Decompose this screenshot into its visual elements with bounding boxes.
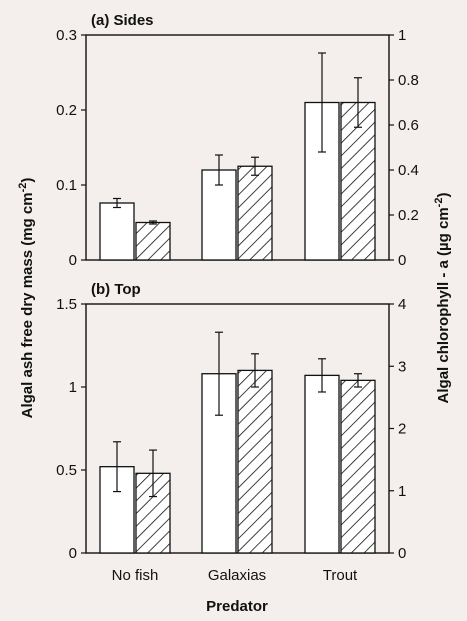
y2-tick-label-a-0: 0 <box>398 252 406 269</box>
panel-a-title: (a) Sides <box>91 12 154 29</box>
panel-b-title: (b) Top <box>91 281 141 298</box>
y-tick-label-a-3: 0.3 <box>56 27 77 44</box>
y2-tick-label-a-5: 1 <box>398 27 406 44</box>
y-tick-label-b-2: 1 <box>69 379 77 396</box>
y-axis-title-end: ) <box>19 178 36 183</box>
y2-tick-label-b-0: 0 <box>398 545 406 562</box>
y-axis-title-sup: -2 <box>17 183 29 193</box>
y2-tick-label-a-4: 0.8 <box>398 72 419 89</box>
y2-tick-label-a-3: 0.6 <box>398 117 419 134</box>
category-label-trout: Trout <box>323 567 358 584</box>
y-axis-title: Algal ash free dry mass (mg cm-2) <box>17 178 36 419</box>
y2-tick-label-b-3: 3 <box>398 358 406 375</box>
y2-axis-title-sup: -2 <box>433 198 445 208</box>
y2-tick-label-b-1: 1 <box>398 483 406 500</box>
category-label-no-fish: No fish <box>112 567 159 584</box>
y-tick-label-b-1: 0.5 <box>56 462 77 479</box>
category-label-galaxias: Galaxias <box>208 567 266 584</box>
bar-b-hatched-1 <box>237 369 273 554</box>
x-axis-title: Predator <box>206 598 268 615</box>
y-tick-label-a-1: 0.1 <box>56 177 77 194</box>
y-axis-title-main: Algal ash free dry mass (mg cm <box>19 192 36 418</box>
y2-axis-title-end: ) <box>435 193 452 198</box>
y2-tick-label-b-2: 2 <box>398 421 406 438</box>
y2-axis-title-main: Algal chlorophyll - a (µg cm <box>435 207 452 403</box>
y2-tick-label-a-1: 0.2 <box>398 207 419 224</box>
bar-a-hatched-1 <box>237 165 273 261</box>
y-tick-label-a-0: 0 <box>69 252 77 269</box>
bar-a-open-0 <box>99 202 135 261</box>
bar-b-hatched-2 <box>340 379 376 554</box>
y2-tick-label-b-4: 4 <box>398 296 406 313</box>
y-tick-label-b-0: 0 <box>69 545 77 562</box>
y-tick-label-a-2: 0.2 <box>56 102 77 119</box>
bar-a-hatched-0 <box>135 221 171 261</box>
panel-sides: (a) Sides 0 0.1 0.2 0.3 0 0.2 0.4 0.6 0.8 1 <box>56 12 419 269</box>
category-labels: No fish Galaxias Trout <box>112 567 358 584</box>
bar-b-open-2 <box>304 374 340 554</box>
y2-tick-label-a-2: 0.4 <box>398 162 419 179</box>
y2-axis-title: Algal chlorophyll - a (µg cm-2) <box>433 193 452 404</box>
y-tick-label-b-3: 1.5 <box>56 296 77 313</box>
panel-top: (b) Top 0 0.5 1 1.5 0 1 2 3 4 <box>56 281 406 562</box>
